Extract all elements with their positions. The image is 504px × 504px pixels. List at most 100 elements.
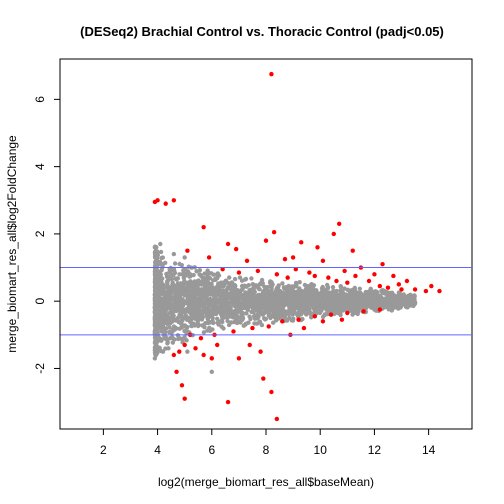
data-point-sig — [307, 270, 312, 275]
data-point-sig — [345, 280, 350, 285]
data-point-nonsig — [339, 303, 344, 308]
data-point-sig — [201, 352, 206, 358]
data-point-nonsig — [195, 287, 201, 292]
data-point-nonsig — [244, 284, 249, 289]
data-point-nonsig — [299, 300, 304, 306]
data-point-nonsig — [252, 294, 257, 299]
data-point-nonsig — [209, 284, 214, 290]
data-point-nonsig — [210, 316, 215, 321]
data-point-nonsig — [170, 281, 175, 287]
data-point-nonsig — [318, 303, 323, 308]
data-point-sig — [236, 356, 242, 361]
data-point-nonsig — [304, 295, 309, 300]
data-point-nonsig — [209, 271, 214, 276]
data-point-nonsig — [297, 286, 302, 291]
data-point-nonsig — [276, 284, 281, 290]
data-point-sig — [320, 258, 326, 264]
data-point-sig — [215, 342, 220, 348]
data-point-nonsig — [410, 295, 416, 300]
data-point-nonsig — [190, 307, 195, 312]
data-point-nonsig — [160, 255, 165, 260]
data-point-nonsig — [238, 320, 243, 325]
data-point-nonsig — [232, 303, 238, 309]
data-point-sig — [233, 246, 239, 252]
data-point-sig — [201, 224, 206, 230]
data-point-nonsig — [263, 316, 269, 322]
data-point-nonsig — [271, 320, 276, 325]
data-point-nonsig — [369, 298, 375, 304]
data-point-nonsig — [348, 303, 353, 308]
data-point-sig — [312, 314, 317, 319]
y-axis: -2 0 2 4 6 — [33, 96, 61, 374]
data-point-nonsig — [218, 296, 223, 301]
data-point-nonsig — [161, 326, 166, 331]
data-point-nonsig — [202, 325, 207, 330]
data-point-nonsig — [353, 305, 358, 310]
data-point-nonsig — [180, 301, 185, 306]
data-point-sig — [331, 231, 336, 237]
data-point-sig — [182, 342, 187, 348]
data-point-sig — [269, 71, 274, 77]
data-point-nonsig — [163, 329, 168, 335]
data-point-sig — [423, 288, 429, 294]
data-point-nonsig — [152, 316, 158, 321]
data-point-nonsig — [307, 298, 312, 303]
data-point-nonsig — [317, 310, 323, 316]
data-point-nonsig — [199, 274, 204, 279]
data-point-nonsig — [235, 310, 240, 315]
data-point-nonsig — [167, 329, 172, 335]
data-point-nonsig — [251, 309, 256, 315]
data-point-nonsig — [243, 290, 248, 295]
x-tick-label: 8 — [263, 443, 270, 457]
data-point-nonsig — [340, 293, 345, 299]
data-point-nonsig — [249, 276, 254, 281]
data-point-nonsig — [368, 290, 373, 295]
data-point-nonsig — [159, 300, 164, 306]
data-point-sig — [320, 319, 326, 324]
data-point-nonsig — [311, 286, 316, 291]
data-point-sig — [315, 245, 320, 250]
data-point-nonsig — [276, 303, 282, 308]
data-point-nonsig — [324, 300, 330, 305]
data-point-nonsig — [211, 278, 216, 283]
data-point-sig — [282, 256, 288, 262]
data-point-nonsig — [389, 290, 395, 295]
data-point-sig — [171, 352, 177, 358]
data-point-nonsig — [231, 309, 237, 314]
data-point-nonsig — [307, 287, 312, 292]
data-point-nonsig — [174, 326, 179, 331]
data-point-sig — [345, 310, 350, 316]
data-point-nonsig — [205, 308, 211, 313]
data-point-nonsig — [214, 272, 220, 277]
data-point-nonsig — [201, 330, 207, 335]
data-point-nonsig — [266, 289, 271, 294]
chart-title: (DESeq2) Brachial Control vs. Thoracic C… — [80, 24, 444, 39]
data-point-nonsig — [195, 320, 200, 326]
data-point-nonsig — [240, 301, 245, 306]
data-point-nonsig — [163, 310, 168, 315]
data-point-nonsig — [232, 276, 238, 282]
data-point-sig — [261, 376, 266, 381]
data-point-nonsig — [161, 292, 166, 297]
data-point-nonsig — [304, 291, 309, 296]
data-point-nonsig — [240, 305, 246, 311]
data-point-sig — [285, 275, 290, 280]
data-point-nonsig — [287, 293, 293, 298]
data-point-sig — [396, 282, 402, 287]
data-point-nonsig — [335, 308, 340, 313]
data-point-nonsig — [381, 297, 386, 302]
data-point-nonsig — [170, 340, 175, 345]
data-point-nonsig — [297, 309, 302, 315]
data-point-nonsig — [198, 315, 204, 320]
data-point-nonsig — [257, 287, 262, 292]
data-point-nonsig — [184, 281, 190, 287]
data-point-nonsig — [296, 314, 301, 319]
data-point-sig — [301, 325, 307, 331]
data-point-nonsig — [285, 287, 290, 293]
data-point-nonsig — [160, 349, 166, 354]
data-point-nonsig — [239, 278, 245, 283]
data-point-nonsig — [192, 294, 198, 299]
data-point-sig — [206, 255, 212, 260]
data-point-sig — [247, 342, 252, 348]
data-point-nonsig — [219, 307, 225, 312]
